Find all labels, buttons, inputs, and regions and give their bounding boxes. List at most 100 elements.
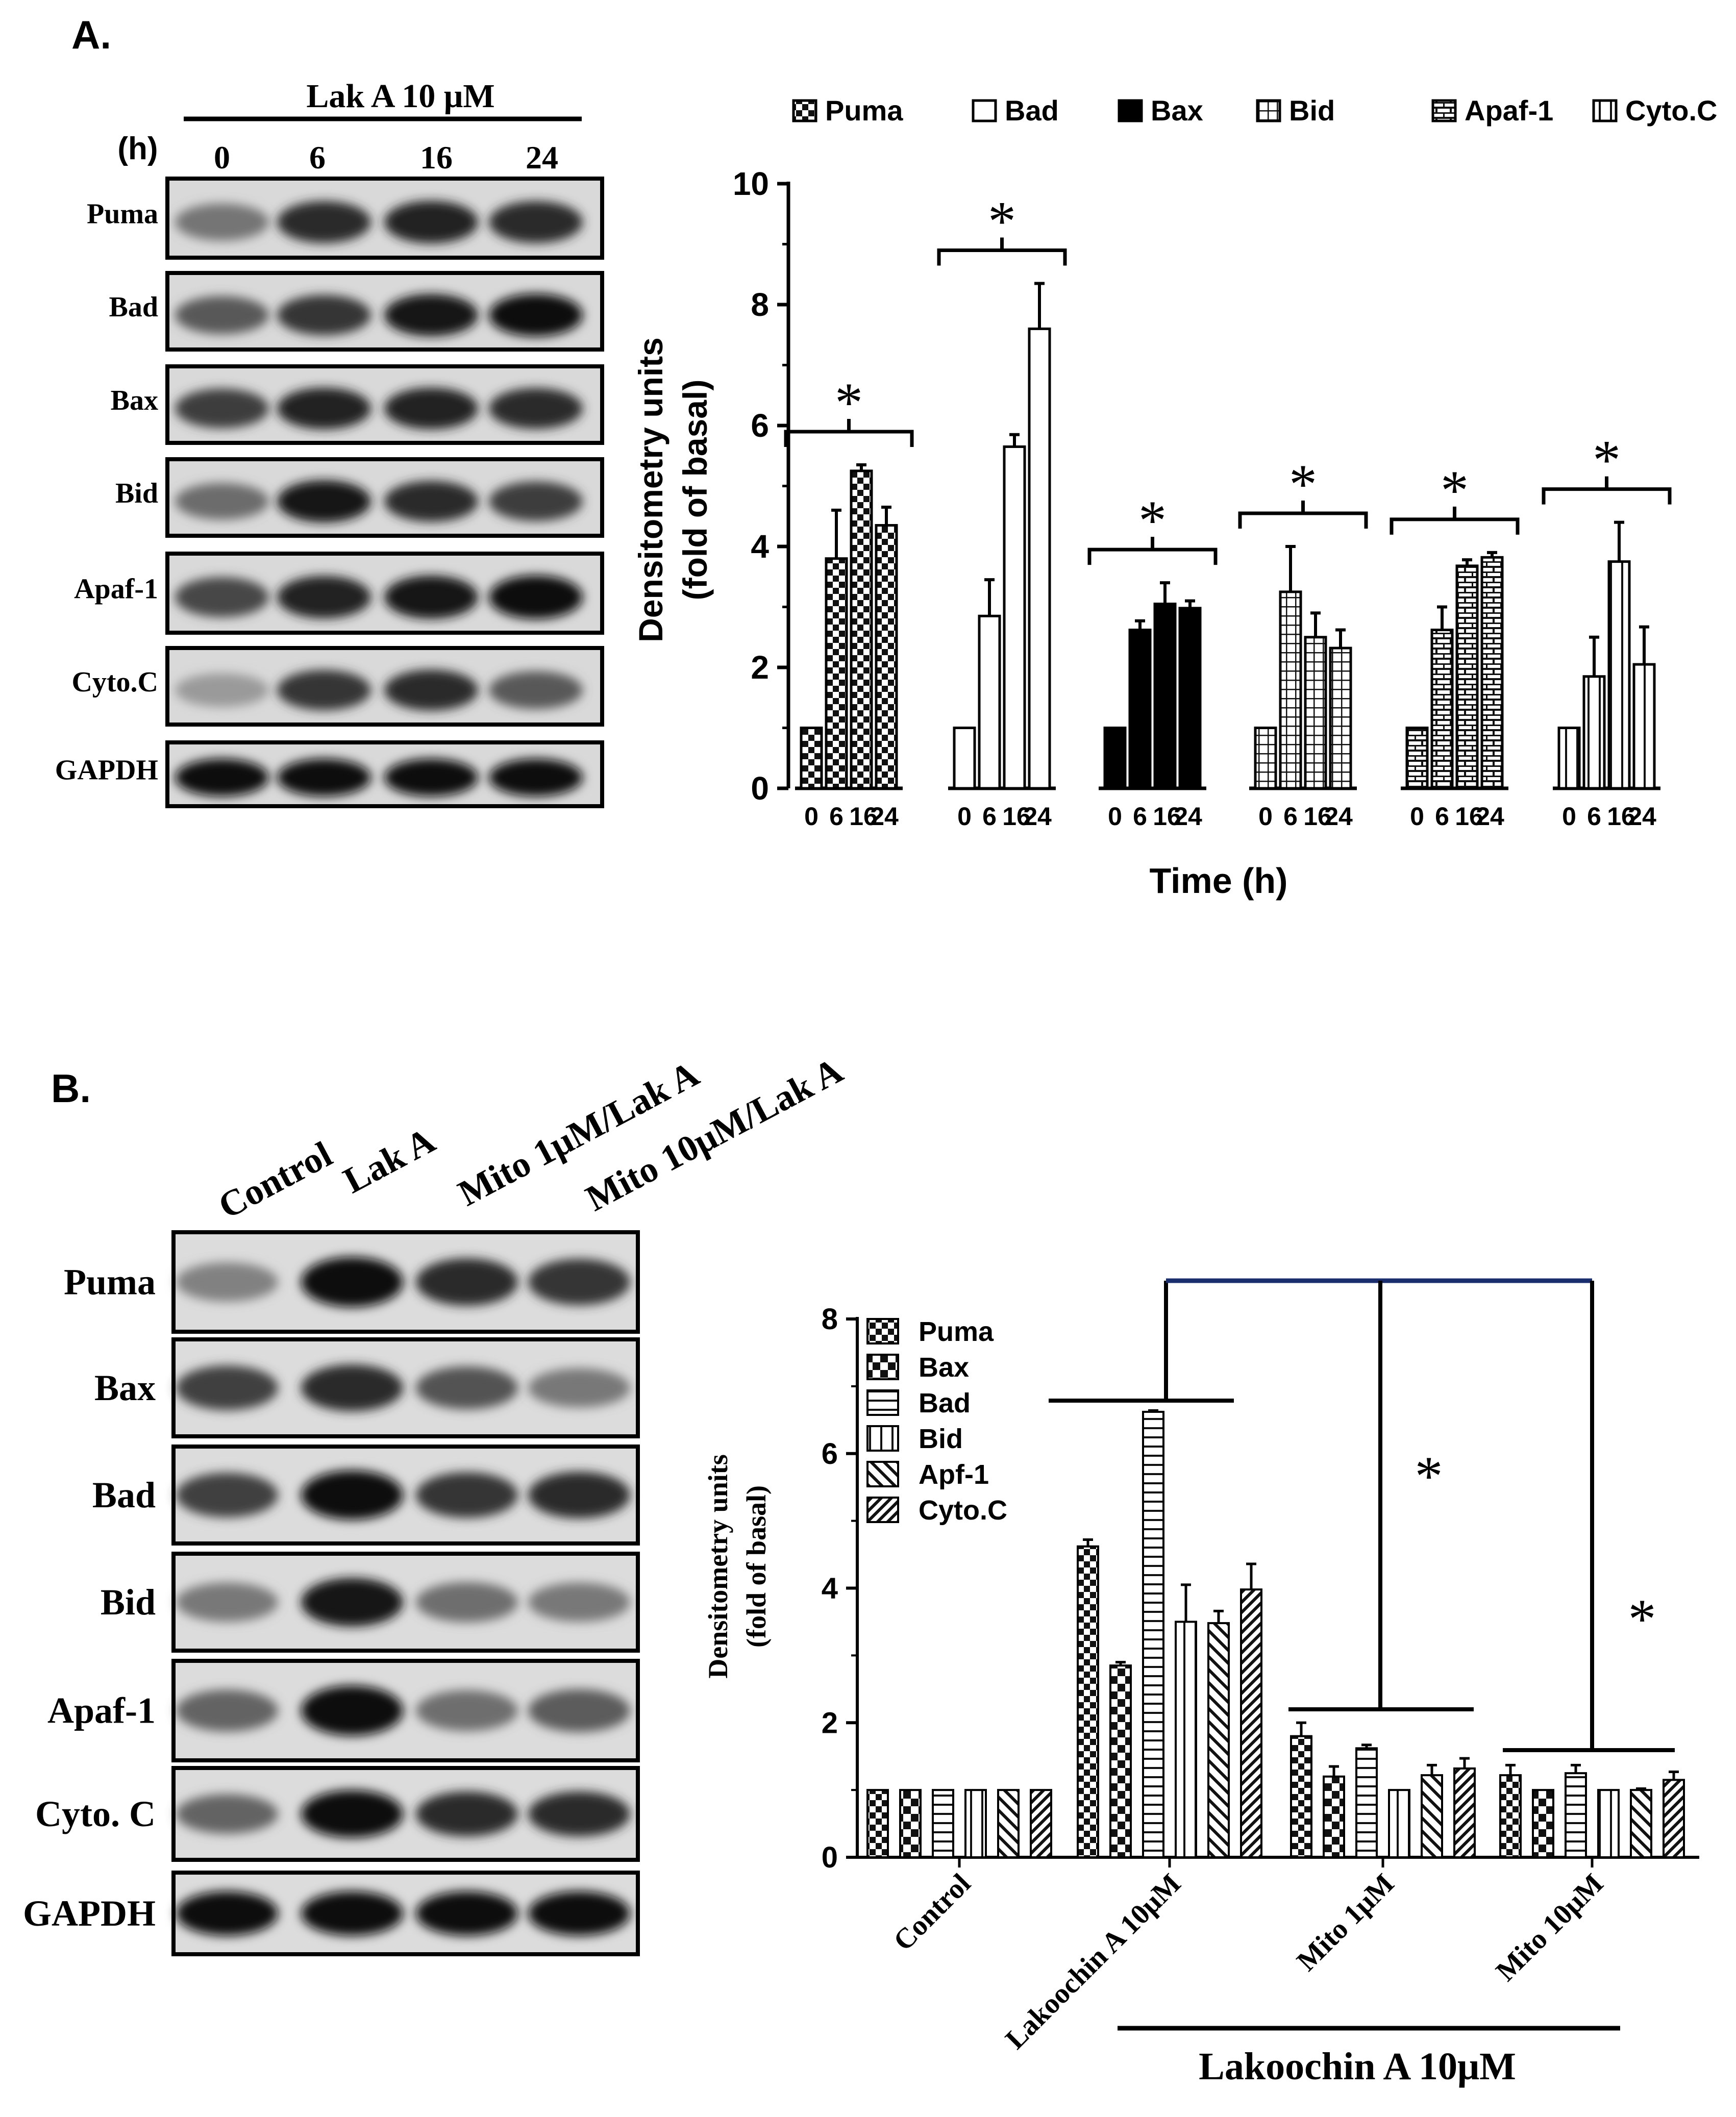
blot-b-band [528, 1689, 630, 1732]
blot-a-band [175, 577, 269, 617]
blot-b-band [301, 1470, 403, 1520]
chart-a-bar-apaf-1 [1405, 727, 1429, 790]
chart-a-x-tick-label: 24 [1174, 802, 1202, 831]
chart-a-y-tick-label: 0 [751, 770, 769, 807]
blot-b-row-frame-gapdh [171, 1871, 640, 1956]
blot-a-band [277, 576, 371, 619]
chart-a-bar-bad [1028, 327, 1051, 790]
chart-a-bar-bid [1304, 636, 1327, 790]
blot-b-band [176, 1582, 278, 1622]
blot-a-row-label-bad: Bad [109, 291, 159, 323]
blot-b-band [301, 1257, 403, 1307]
chart-a-x-tick-label: 6 [1435, 802, 1449, 831]
chart-b-legend-swatch-bax [866, 1354, 899, 1380]
chart-a-x-tick-label: 16 [1002, 802, 1031, 831]
chart-a-x-tick-label: 24 [1628, 802, 1656, 831]
blot-b-band [176, 1262, 278, 1302]
chart-b-category-label-mito-1-m: Mito 1μM [1291, 1867, 1400, 1977]
chart-a-y-tick-label: 10 [733, 165, 769, 202]
blot-b-band [176, 1365, 278, 1410]
blot-b-band [301, 1685, 403, 1736]
chart-b-legend-swatch-bid [866, 1425, 899, 1452]
chart-b-legend-swatch-apf-1 [866, 1461, 899, 1487]
blot-b-band [176, 1891, 278, 1936]
chart-a-x-tick-label: 6 [1587, 802, 1601, 831]
chart-a-legend-label-bad: Bad [1005, 94, 1059, 127]
chart-a-bar-bid [1329, 646, 1352, 790]
chart-a-legend-swatch-apaf-1 [1431, 99, 1457, 122]
blot-a-row-frame-bax [165, 364, 604, 445]
chart-b-bar-cyto-c [1240, 1588, 1262, 1858]
chart-b-legend-swatch-puma [866, 1318, 899, 1344]
chart-b-bar-cyto-c [1453, 1767, 1476, 1859]
blot-a-band [277, 758, 371, 796]
chart-a-bar-puma [825, 557, 848, 790]
chart-b-bar-cyto-c [1663, 1779, 1685, 1858]
blot-b-row-frame-puma [171, 1230, 640, 1334]
blot-a-band [175, 758, 269, 796]
blot-b-row-frame-bax [171, 1337, 640, 1438]
chart-a-x-tick-label: 16 [1153, 802, 1181, 831]
blot-a-band [175, 483, 269, 520]
chart-a-legend-label-bax: Bax [1151, 94, 1203, 127]
chart-a-legend-label-puma: Puma [825, 94, 903, 127]
blot-a-row-frame-bad [165, 271, 604, 352]
chart-a-x-tick-label: 6 [829, 802, 844, 831]
chart-a-bar-bid [1279, 590, 1302, 790]
chart-a-bar-puma [800, 727, 823, 790]
blot-a-header: Lak A 10 μM (h) [117, 78, 582, 166]
chart-b-legend-swatch-cyto-c [866, 1497, 899, 1523]
blot-b-band [416, 1258, 518, 1306]
chart-b-legend-label-bad: Bad [919, 1388, 971, 1418]
chart-a-x-tick-label: 0 [804, 802, 819, 831]
blot-a-time-16: 16 [420, 139, 453, 176]
chart-a-bar-apaf-1 [1430, 629, 1454, 790]
chart-b-bar-bax [1109, 1664, 1132, 1858]
chart-b-legend-label-bax: Bax [919, 1352, 969, 1383]
chart-b-legend-label-apf-1: Apf-1 [919, 1459, 989, 1490]
blot-a-band [277, 387, 371, 430]
blot-a-band [489, 293, 583, 337]
chart-a-bar-bax [1103, 727, 1127, 790]
blot-a-band [384, 575, 478, 619]
chart-a-legend-swatch-puma [792, 99, 817, 122]
chart-a-significance-bracket [1390, 506, 1520, 535]
chart-a-bar-bid [1254, 727, 1277, 790]
blot-b-lane-mito-1-m-lak-a: Mito 1μM/Lak A [452, 1053, 705, 1214]
chart-b-bar-bid [1175, 1621, 1197, 1858]
chart-b-bar-bid [964, 1789, 987, 1858]
blot-a-band [277, 669, 371, 711]
chart-b-y-tick-label: 6 [822, 1437, 838, 1471]
chart-a-x-tick-label: 6 [1283, 802, 1298, 831]
chart-a-bar-cyto-c [1632, 663, 1656, 790]
chart-b-bar-bad [1142, 1410, 1164, 1859]
chart-b-y-label-2: (fold of basal) [741, 1485, 772, 1648]
chart-b-legend-swatch-bad [866, 1389, 899, 1416]
blot-b-band [528, 1791, 630, 1837]
blot-a: Puma Bad Bax Bid Apaf-1 Cyto.C GAPDH [55, 177, 604, 808]
chart-b-y-tick-label: 0 [822, 1841, 838, 1874]
blot-b-row-frame-cyto-c [171, 1766, 640, 1862]
blot-b-band [301, 1790, 403, 1838]
blot-a-band [489, 575, 583, 619]
blot-b-lane-control: Control [212, 1133, 338, 1227]
chart-a-bar-bad [978, 614, 1001, 790]
blot-a-band [384, 758, 478, 796]
chart-a-legend-swatch-cyto-c [1592, 99, 1618, 122]
blot-b-row-label-bad: Bad [92, 1475, 156, 1515]
blot-a-band [384, 387, 478, 430]
blot-a-band [384, 669, 478, 711]
chart-b-bar-apf-1 [997, 1789, 1020, 1858]
chart-b-bar-bad [1355, 1747, 1378, 1859]
chart-a-bar-bax [1128, 629, 1152, 790]
chart-a: Puma Bad Bax Bid Apaf-1 Cyto.C0246810Densitom… [632, 94, 1717, 901]
blot-b-row-frame-bid [171, 1552, 640, 1653]
blot-b-band [301, 1364, 403, 1411]
blot-a-band [277, 201, 371, 243]
chart-b-y-tick-label: 2 [822, 1706, 838, 1739]
blot-a-time-6: 6 [309, 139, 326, 176]
blot-a-row-label-bax: Bax [111, 385, 158, 416]
chart-a-significance-bracket [1238, 501, 1368, 529]
blot-a-band [489, 671, 583, 709]
